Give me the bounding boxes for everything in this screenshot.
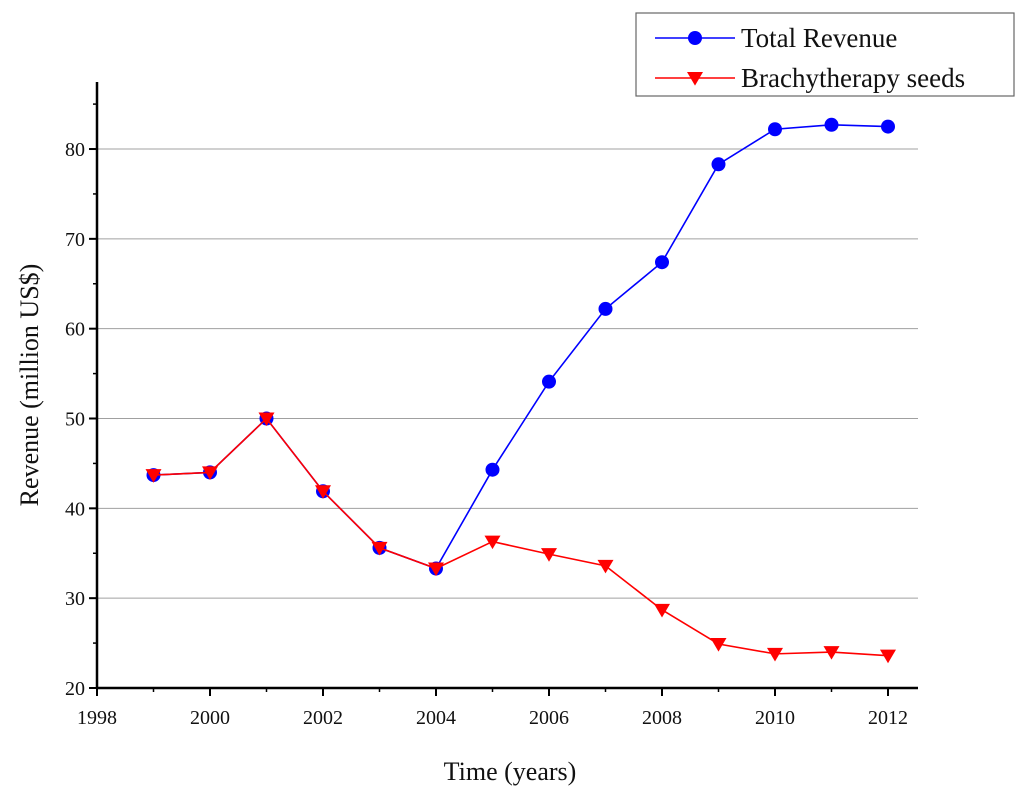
- x-tick-label: 2002: [303, 707, 343, 729]
- data-point: [428, 562, 444, 577]
- x-tick-label: 2000: [190, 707, 230, 729]
- y-tick-label: 30: [65, 588, 85, 610]
- data-point: [880, 649, 896, 664]
- y-tick-label: 40: [65, 498, 85, 520]
- data-point: [824, 117, 839, 132]
- data-point: [597, 559, 614, 574]
- x-tick-label: 2012: [868, 707, 908, 729]
- ticks: 20 30 40 50 60 70 80 1998 2000 2002 2004 2006 2008 20…: [65, 103, 908, 729]
- legend-label-brachytherapy-seeds: Brachytherapy seeds: [741, 63, 965, 93]
- data-point: [710, 637, 727, 652]
- legend-entry-brachytherapy-seeds: Brachytherapy seeds: [655, 63, 965, 93]
- data-point: [711, 157, 726, 172]
- data-point: [655, 255, 669, 270]
- data-point: [542, 374, 556, 389]
- y-tick-label: 60: [65, 319, 85, 341]
- legend-marker-total-revenue: [688, 31, 702, 45]
- y-tick-label: 80: [65, 139, 85, 161]
- x-tick-label: 2006: [529, 707, 569, 729]
- data-point: [823, 646, 840, 660]
- data-point: [541, 548, 557, 562]
- series-layer: [145, 117, 896, 664]
- x-tick-label: 2004: [416, 707, 456, 729]
- y-axis-title: Revenue (million US$): [15, 264, 44, 507]
- series-line: [153, 417, 889, 657]
- y-tick-label: 20: [65, 678, 85, 700]
- legend-label-total-revenue: Total Revenue: [741, 23, 897, 53]
- data-point: [654, 603, 670, 618]
- legend-entry-total-revenue: Total Revenue: [655, 23, 897, 53]
- gridlines: [97, 148, 918, 599]
- data-point: [768, 122, 782, 137]
- x-tick-label: 2008: [642, 707, 682, 729]
- data-point: [145, 469, 162, 483]
- series-total-revenue: [146, 117, 895, 576]
- y-tick-label: 70: [65, 229, 85, 251]
- data-point: [484, 535, 501, 550]
- y-tick-label: 50: [65, 409, 85, 431]
- data-point: [767, 647, 783, 662]
- data-point: [371, 541, 388, 556]
- data-point: [485, 462, 500, 477]
- legend-marker-brachytherapy-seeds: [687, 72, 703, 86]
- data-point: [202, 466, 218, 481]
- legend-box: [635, 12, 1015, 97]
- x-tick-label: 1998: [77, 707, 117, 729]
- x-axis-title: Time (years): [444, 757, 577, 786]
- legend: Total Revenue Brachytherapy seeds: [635, 12, 1015, 97]
- series-brachytherapy-seeds: [145, 412, 896, 664]
- data-point: [881, 119, 895, 134]
- data-point: [258, 412, 275, 427]
- series-line: [153, 123, 889, 570]
- x-tick-label: 2010: [755, 707, 795, 729]
- data-point: [598, 301, 613, 316]
- data-point: [315, 485, 331, 499]
- axes: [95, 82, 918, 690]
